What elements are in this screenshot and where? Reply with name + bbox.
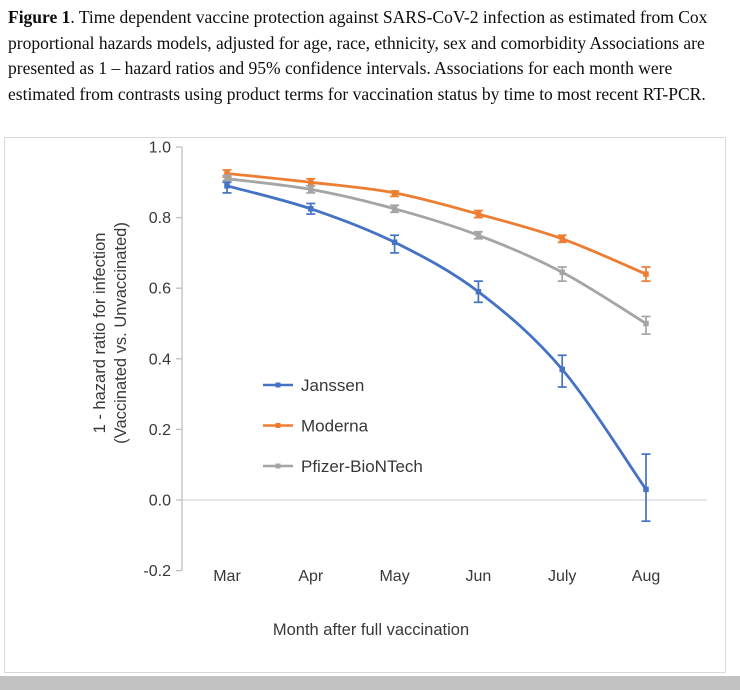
x-tick-label: Mar <box>213 568 241 585</box>
data-point-Janssen <box>224 183 230 189</box>
y-tick-label: 1.0 <box>149 140 171 157</box>
chart-frame: 1.0 0.8 0.6 0.4 0.2 0.0 -0.2 Mar Apr May Jun July Au… <box>4 137 726 673</box>
data-point-Pfizer-BioNTech <box>224 176 230 182</box>
legend-label-Janssen: Janssen <box>301 376 364 395</box>
data-point-Moderna <box>559 236 565 242</box>
figure-caption-text: . Time dependent vaccine protection agai… <box>8 7 708 104</box>
data-point-Janssen <box>391 239 398 246</box>
data-point-Pfizer-BioNTech <box>308 186 314 193</box>
x-tick-label: Aug <box>632 568 660 585</box>
data-point-Moderna <box>391 190 398 196</box>
figure-caption-label: Figure 1 <box>8 7 71 27</box>
data-point-Moderna <box>643 271 649 277</box>
figure-caption: Figure 1. Time dependent vaccine protect… <box>8 5 732 107</box>
y-tick-label: 0.4 <box>149 351 171 368</box>
x-tick-label: Jun <box>466 568 492 585</box>
y-tick-label: 0.6 <box>149 281 171 298</box>
series-line-Moderna <box>226 172 647 276</box>
data-point-Janssen <box>308 206 314 212</box>
data-point-Janssen <box>559 366 565 373</box>
legend-marker-Pfizer-BioNTech <box>275 463 281 469</box>
data-point-Moderna <box>308 179 314 186</box>
y-tick-label: 0.2 <box>149 422 171 439</box>
data-point-Pfizer-BioNTech <box>559 269 565 276</box>
data-point-Janssen <box>475 288 482 295</box>
series-line-Pfizer-BioNTech <box>226 177 647 325</box>
vaccine-protection-chart: 1.0 0.8 0.6 0.4 0.2 0.0 -0.2 Mar Apr May Jun July Au… <box>91 140 707 639</box>
y-tick-label: 0.0 <box>149 493 171 510</box>
x-tick-label: May <box>379 568 409 585</box>
x-tick-label: Apr <box>298 568 324 585</box>
y-tick-label: 0.8 <box>149 210 171 227</box>
legend-label-Pfizer-BioNTech: Pfizer-BioNTech <box>301 457 423 476</box>
data-point-Pfizer-BioNTech <box>643 320 649 327</box>
page-bottom-strip <box>0 676 740 690</box>
data-point-Janssen <box>643 486 649 493</box>
data-point-Pfizer-BioNTech <box>391 206 398 212</box>
legend-marker-Moderna <box>275 423 281 428</box>
y-axis-title-line2: (Vaccinated vs. Unvaccinated) <box>112 222 130 444</box>
data-point-Moderna <box>224 170 230 177</box>
data-point-Moderna <box>475 211 482 217</box>
series-line-Janssen <box>226 184 648 491</box>
data-point-Pfizer-BioNTech <box>475 232 482 238</box>
legend-marker-Janssen <box>275 382 281 388</box>
x-axis-title: Month after full vaccination <box>273 621 469 639</box>
legend-label-Moderna: Moderna <box>301 417 369 436</box>
y-axis-title-line1: 1 - hazard ratio for infection <box>91 233 109 434</box>
x-tick-label: July <box>548 568 576 585</box>
y-tick-label: -0.2 <box>143 563 171 580</box>
